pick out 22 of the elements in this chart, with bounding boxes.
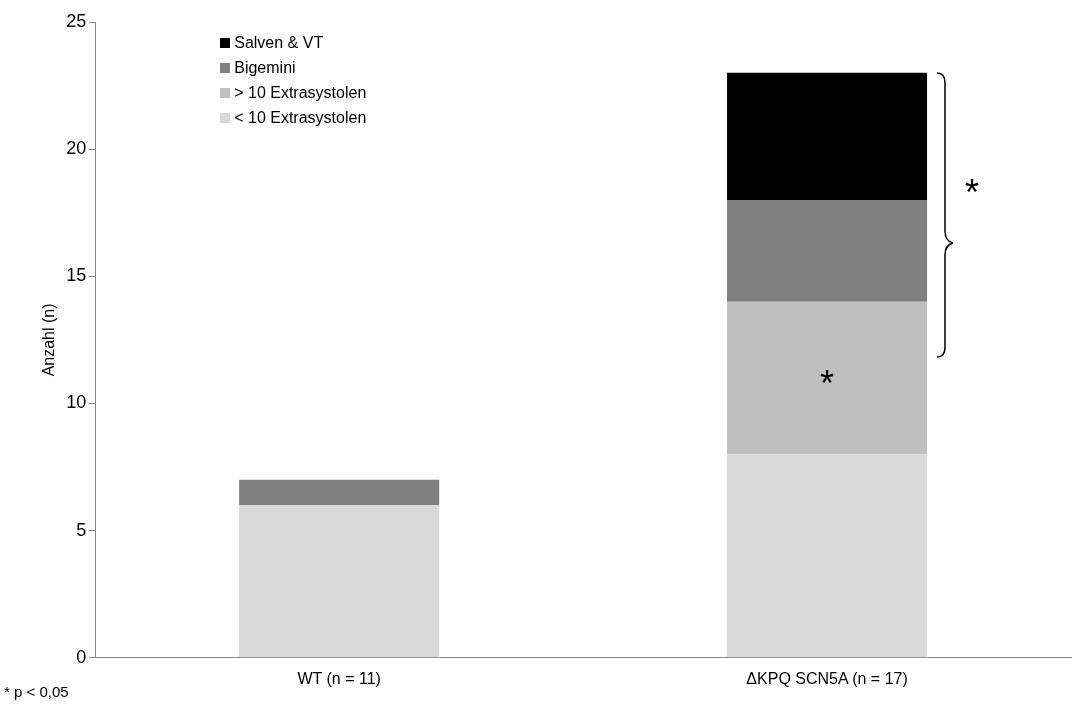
- annotation: *: [965, 172, 980, 214]
- y-tick-label: 5: [76, 519, 87, 540]
- y-tick-label: 10: [66, 392, 87, 413]
- x-tick-label: WT (n = 11): [297, 669, 381, 687]
- legend-label: > 10 Extrasystolen: [234, 83, 367, 102]
- text: * p < 0,05: [4, 683, 69, 700]
- bar: [727, 454, 928, 658]
- bar: [239, 479, 440, 506]
- y-tick-label: 20: [66, 138, 87, 159]
- x-tick-label: ΔKPQ SCN5A (n = 17): [746, 669, 908, 687]
- y-tick-label: 15: [66, 265, 87, 286]
- bar: [239, 505, 440, 658]
- bar: [727, 200, 928, 302]
- y-tick-label: 25: [66, 10, 87, 31]
- y-axis-title: Anzahl (n): [40, 303, 58, 377]
- y-tick-label: 0: [76, 646, 87, 667]
- annotation: *: [820, 362, 835, 404]
- legend-label: Salven & VT: [234, 33, 324, 52]
- legend-label: Bigemini: [234, 58, 296, 77]
- legend-label: < 10 Extrasystolen: [234, 108, 367, 127]
- bar: [727, 72, 928, 201]
- bar: [727, 301, 928, 455]
